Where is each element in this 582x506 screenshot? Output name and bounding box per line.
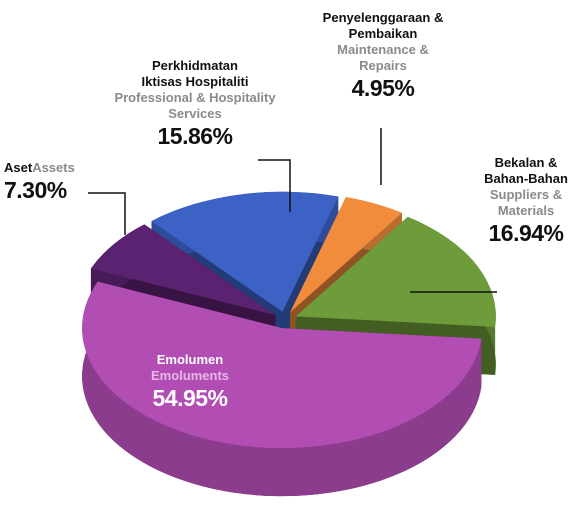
label-ms: Emolumen <box>156 352 224 367</box>
label: Bekalan & Bahan-Bahan Suppliers & Materi… <box>470 155 582 247</box>
slice-top <box>90 224 276 316</box>
value-label: 4.95% <box>351 75 415 101</box>
value-label: 7.30% <box>4 177 67 203</box>
label-ms: Penyelenggaraan & Pembaikan <box>322 10 444 41</box>
label: AsetAssets 7.30% <box>4 160 104 204</box>
label-en: Emoluments <box>150 368 229 383</box>
slice-top <box>290 197 402 313</box>
label-en: Professional & Hospitality Services <box>114 90 276 121</box>
leader-line <box>88 192 126 235</box>
label-en: Assets <box>32 160 75 175</box>
slice <box>82 281 482 497</box>
slice-side <box>82 281 482 497</box>
label: Emolumen Emoluments 54.95% <box>120 352 260 412</box>
slice-top <box>295 216 496 327</box>
leader-line <box>258 159 291 212</box>
value-label: 54.95% <box>152 385 228 411</box>
label-en: Maintenance & Repairs <box>337 42 429 73</box>
label-en: Suppliers & Materials <box>489 187 563 218</box>
value-label: 15.86% <box>157 123 233 149</box>
label-ms: Bekalan & Bahan-Bahan <box>484 155 568 186</box>
slice-top <box>151 191 339 312</box>
value-label: 16.94% <box>488 220 564 246</box>
label-ms: Perkhidmatan Iktisas Hospitaliti <box>141 58 249 89</box>
slice-top <box>82 281 482 449</box>
label: Penyelenggaraan & Pembaikan Maintenance … <box>303 10 463 102</box>
label: Perkhidmatan Iktisas Hospitaliti Profess… <box>110 58 280 150</box>
label-ms: Aset <box>4 160 33 175</box>
pie <box>82 191 496 497</box>
